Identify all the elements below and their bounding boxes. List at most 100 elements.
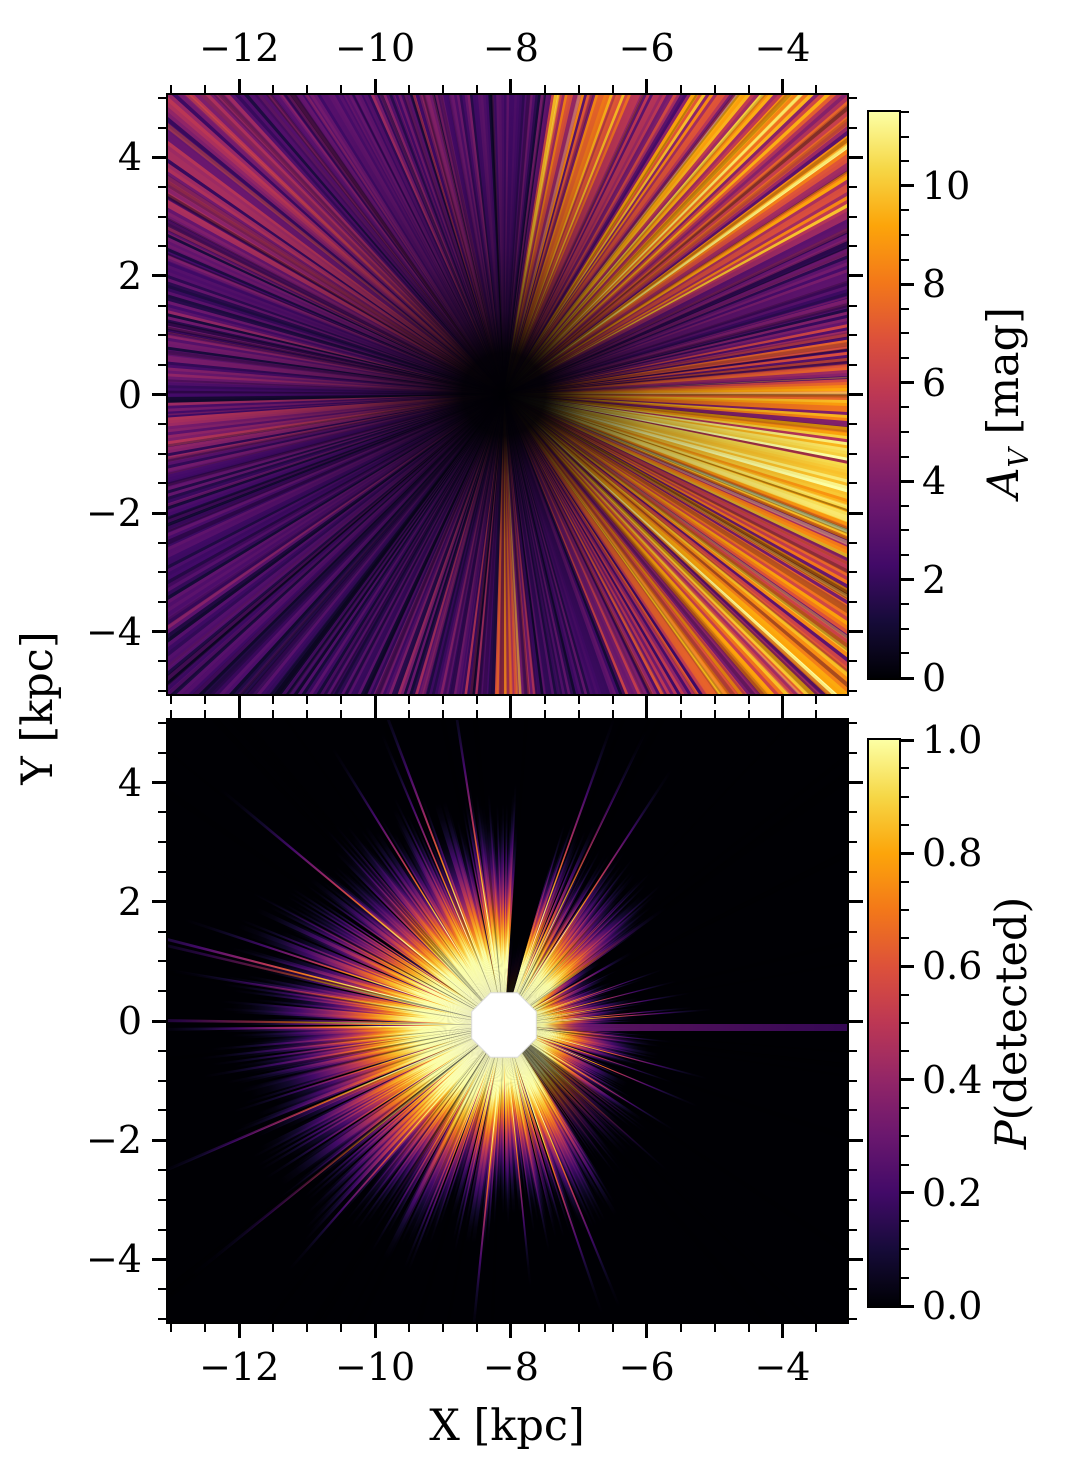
x-minor-tick [272, 696, 275, 704]
x-major-tick [780, 696, 784, 710]
x-minor-tick [170, 710, 173, 718]
y-tick-label: 4 [117, 135, 142, 180]
x-minor-tick [611, 1324, 614, 1332]
y-minor-tick [158, 751, 166, 754]
y-minor-tick [849, 1079, 857, 1082]
y-minor-tick [849, 660, 857, 663]
x-minor-tick [306, 710, 309, 718]
detection-cbar-major-tick [901, 1304, 914, 1308]
extinction-cbar-minor-tick [901, 332, 909, 335]
y-minor-tick [849, 126, 857, 129]
x-minor-tick [679, 710, 682, 718]
y-minor-tick [849, 721, 857, 724]
x-major-tick [509, 79, 513, 93]
colorbar-tick-label: 4 [922, 459, 947, 504]
y-minor-tick [158, 452, 166, 455]
x-tick-label: −10 [334, 1345, 416, 1389]
lower-right-shadow-wedge [504, 1025, 847, 1322]
extinction-cbar-minor-tick [901, 234, 909, 237]
x-major-tick [645, 1324, 649, 1338]
y-tick-label: 4 [117, 760, 142, 805]
extinction-cbar-minor-tick [901, 209, 909, 212]
x-minor-tick [815, 85, 818, 93]
observer-dark-core [168, 95, 847, 694]
y-minor-tick [158, 1079, 166, 1082]
detection-cbar-minor-tick [901, 1248, 909, 1251]
x-minor-tick [713, 696, 716, 704]
y-minor-tick [849, 1288, 857, 1291]
detection-cbar-major-tick [901, 1191, 914, 1195]
y-major-tick [849, 1138, 863, 1142]
colorbar-tick-label: 2 [922, 557, 947, 602]
x-minor-tick [170, 696, 173, 704]
y-minor-tick [158, 1288, 166, 1291]
x-minor-tick [713, 1324, 716, 1332]
y-minor-tick [158, 870, 166, 873]
colorbar-tick-label: 0.8 [922, 831, 983, 876]
y-minor-tick [158, 721, 166, 724]
y-tick-label: 0 [117, 999, 142, 1043]
detection-cbar-minor-tick [901, 993, 909, 996]
x-minor-tick [713, 710, 716, 718]
y-minor-tick [849, 571, 857, 574]
y-minor-tick [158, 960, 166, 963]
cb2-label-symbol: P [987, 1120, 1037, 1150]
x-minor-tick [441, 710, 444, 718]
y-major-tick [152, 1138, 166, 1142]
y-major-tick [849, 274, 863, 278]
y-minor-tick [849, 1109, 857, 1112]
x-minor-tick [204, 85, 207, 93]
x-minor-tick [475, 710, 478, 718]
colorbar-tick-label: 1.0 [922, 718, 983, 762]
extinction-colorbar [867, 110, 901, 680]
y-tick-label: −4 [85, 1237, 142, 1282]
x-minor-tick [170, 1324, 173, 1332]
x-minor-tick [543, 696, 546, 704]
extinction-cbar-minor-tick [901, 258, 909, 261]
y-minor-tick [849, 811, 857, 814]
x-minor-tick [747, 85, 750, 93]
x-minor-tick [611, 696, 614, 704]
x-tick-label: −6 [618, 26, 675, 70]
detection-colorbar [867, 738, 901, 1308]
y-minor-tick [158, 601, 166, 604]
x-minor-tick [577, 710, 580, 718]
x-minor-tick [306, 85, 309, 93]
x-minor-tick [204, 696, 207, 704]
y-minor-tick [849, 363, 857, 366]
y-minor-tick [158, 930, 166, 933]
x-minor-tick [611, 710, 614, 718]
x-minor-tick [408, 696, 411, 704]
x-major-tick [237, 79, 241, 93]
y-major-tick [152, 1257, 166, 1261]
colorbar-tick-label: 0.0 [922, 1284, 983, 1328]
detection-cbar-minor-tick [901, 795, 909, 798]
x-major-tick [645, 704, 649, 718]
x-minor-tick [577, 696, 580, 704]
x-minor-tick [475, 1324, 478, 1332]
y-minor-tick [849, 841, 857, 844]
detection-cbar-minor-tick [901, 823, 909, 826]
x-tick-label: −10 [334, 26, 416, 70]
y-minor-tick [849, 1049, 857, 1052]
extinction-heatmap [166, 93, 849, 696]
y-tick-label: −4 [85, 609, 142, 654]
x-minor-tick [408, 710, 411, 718]
colorbar-tick-label: 0.6 [922, 944, 983, 989]
y-minor-tick [849, 96, 857, 99]
detection-cbar-major-tick [901, 851, 914, 855]
y-minor-tick [158, 990, 166, 993]
detection-cbar-major-tick [901, 964, 914, 968]
y-minor-tick [158, 215, 166, 218]
x-major-tick [780, 1324, 784, 1338]
extinction-rays [168, 95, 847, 694]
x-tick-label: −12 [199, 26, 280, 70]
detection-colorbar-label: P(detected) [986, 853, 1038, 1193]
y-major-tick [152, 274, 166, 278]
y-major-tick [849, 155, 863, 159]
x-minor-tick [441, 85, 444, 93]
x-tick-label: −12 [199, 1345, 280, 1389]
y-major-tick [849, 900, 863, 904]
y-major-tick [849, 393, 863, 396]
colorbar-tick-label: 8 [922, 262, 947, 307]
